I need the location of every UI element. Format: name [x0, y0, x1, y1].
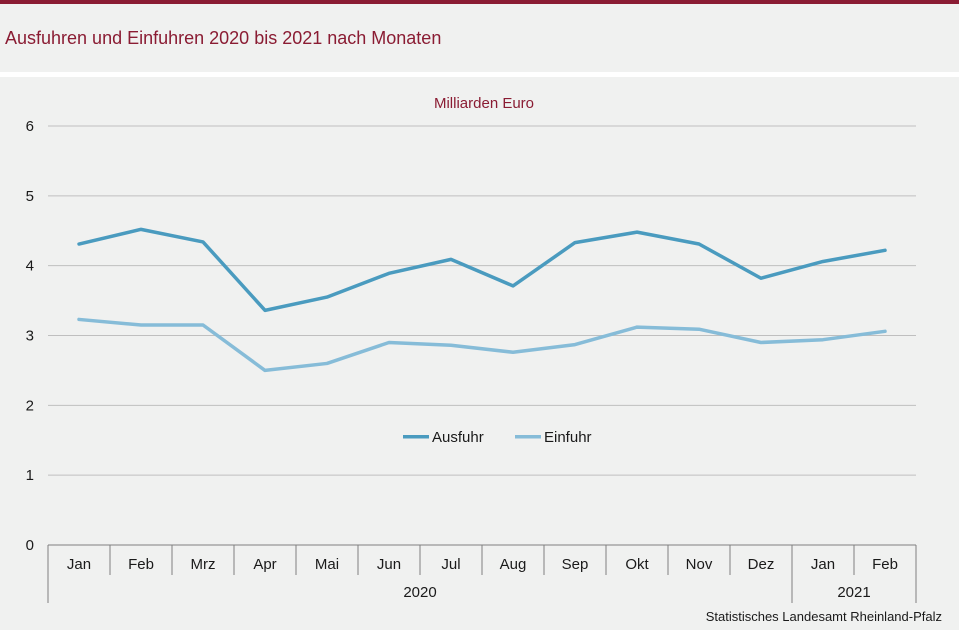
x-tick-label: Apr — [253, 556, 276, 573]
x-tick-label: Mai — [315, 556, 339, 573]
x-tick-label: Jun — [377, 556, 401, 573]
x-tick-label: Sep — [562, 556, 589, 573]
x-tick-label: Feb — [128, 556, 154, 573]
y-tick-label: 0 — [26, 537, 34, 554]
y-tick-label: 5 — [26, 188, 34, 205]
x-tick-label: Mrz — [191, 556, 216, 573]
top-accent-rule — [0, 0, 959, 4]
y-tick-label: 3 — [26, 328, 34, 345]
series-line-ausfuhr — [77, 227, 887, 313]
year-group-label: 2021 — [837, 584, 870, 601]
x-tick-label: Jan — [811, 556, 835, 573]
x-tick-label: Nov — [686, 556, 713, 573]
y-tick-label: 6 — [26, 118, 34, 135]
chart-title: Ausfuhren und Einfuhren 2020 bis 2021 na… — [5, 28, 442, 48]
y-tick-label: 2 — [26, 397, 34, 414]
legend-label-einfuhr: Einfuhr — [544, 429, 592, 446]
x-tick-label: Dez — [748, 556, 775, 573]
x-tick-label: Okt — [625, 556, 649, 573]
source-note: Statistisches Landesamt Rheinland-Pfalz — [705, 609, 942, 624]
legend-label-ausfuhr: Ausfuhr — [432, 429, 484, 446]
series-line-einfuhr — [77, 317, 887, 373]
x-tick-label: Jan — [67, 556, 91, 573]
x-tick-label: Feb — [872, 556, 898, 573]
y-tick-label: 4 — [26, 258, 34, 275]
x-tick-label: Aug — [500, 556, 527, 573]
title-separator — [0, 72, 959, 77]
y-tick-label: 1 — [26, 467, 34, 484]
x-tick-label: Jul — [441, 556, 460, 573]
year-group-label: 2020 — [403, 584, 436, 601]
y-axis-unit-label: Milliarden Euro — [434, 95, 534, 112]
